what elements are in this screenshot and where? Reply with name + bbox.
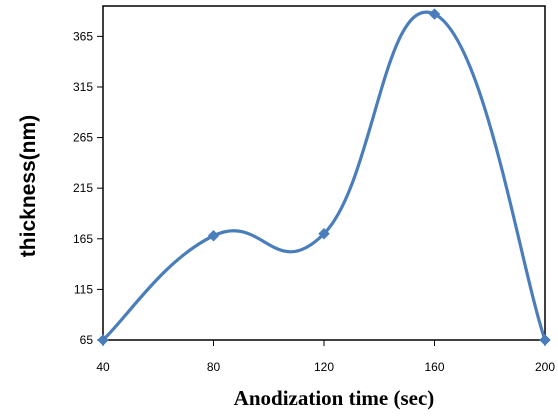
y-tick-label: 265 — [73, 131, 93, 145]
y-axis-ticks: 65 115 165 215 265 315 365 — [73, 29, 103, 347]
y-axis-label: thickness(nm) — [17, 115, 40, 257]
data-point-marker — [539, 334, 551, 346]
data-point-marker — [97, 334, 109, 346]
x-tick-label: 200 — [535, 360, 555, 374]
x-tick-label: 160 — [424, 360, 444, 374]
series-line — [101, 10, 547, 342]
y-tick-label: 365 — [73, 29, 93, 43]
x-axis-ticks: 40 80 120 160 200 — [96, 340, 555, 374]
data-point-marker — [318, 227, 330, 240]
x-tick-label: 120 — [314, 360, 334, 374]
y-tick-label: 65 — [80, 333, 94, 347]
x-axis-label: Anodization time (sec) — [234, 386, 435, 410]
y-tick-label: 115 — [74, 282, 93, 296]
y-tick-label: 165 — [73, 232, 93, 246]
y-tick-label: 215 — [73, 181, 93, 195]
y-tick-label: 315 — [73, 80, 93, 94]
x-tick-label: 40 — [96, 360, 110, 374]
x-tick-label: 80 — [207, 360, 221, 374]
series-group — [97, 8, 551, 346]
data-point-marker — [207, 229, 220, 242]
plot-frame — [102, 5, 546, 341]
data-point-marker — [428, 8, 441, 20]
